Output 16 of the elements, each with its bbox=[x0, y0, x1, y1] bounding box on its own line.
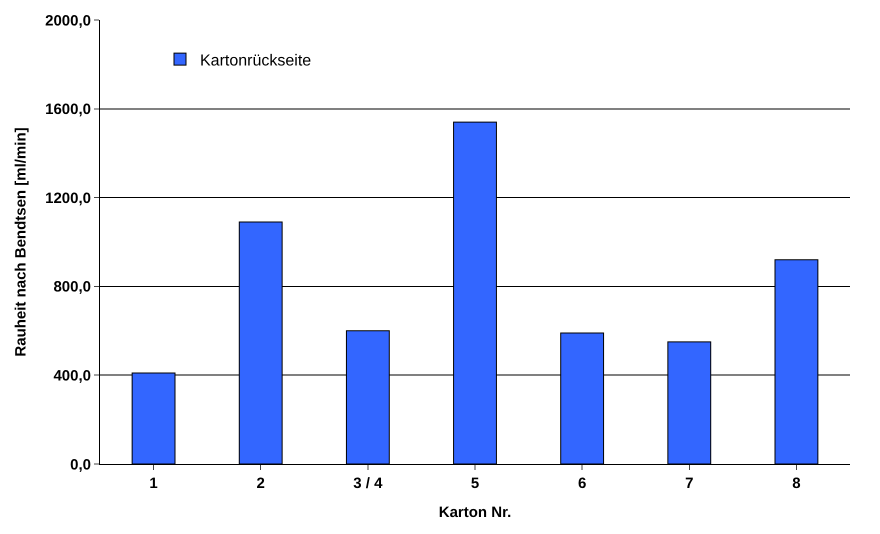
y-axis-title: Rauheit nach Bendtsen [ml/min] bbox=[12, 127, 30, 357]
x-tick-label: 8 bbox=[792, 475, 801, 492]
y-tick-label: 1600,0 bbox=[45, 101, 91, 118]
legend-label: Kartonrückseite bbox=[200, 52, 312, 70]
x-tick-label: 2 bbox=[256, 475, 265, 492]
y-tick-label: 400,0 bbox=[53, 367, 91, 384]
y-tick-label: 2000,0 bbox=[45, 12, 91, 30]
x-tick-label: 5 bbox=[470, 475, 480, 492]
y-tick-label: 1200,0 bbox=[45, 190, 91, 207]
x-tick-label: 1 bbox=[149, 475, 158, 492]
x-tick-label: 6 bbox=[578, 475, 586, 492]
x-tick-label: 7 bbox=[685, 475, 694, 492]
y-tick-label: 0,0 bbox=[70, 456, 91, 474]
y-tick-label: 800,0 bbox=[53, 278, 91, 296]
x-tick-label: 3 / 4 bbox=[353, 475, 384, 492]
x-axis-title: Karton Nr. bbox=[438, 504, 512, 521]
